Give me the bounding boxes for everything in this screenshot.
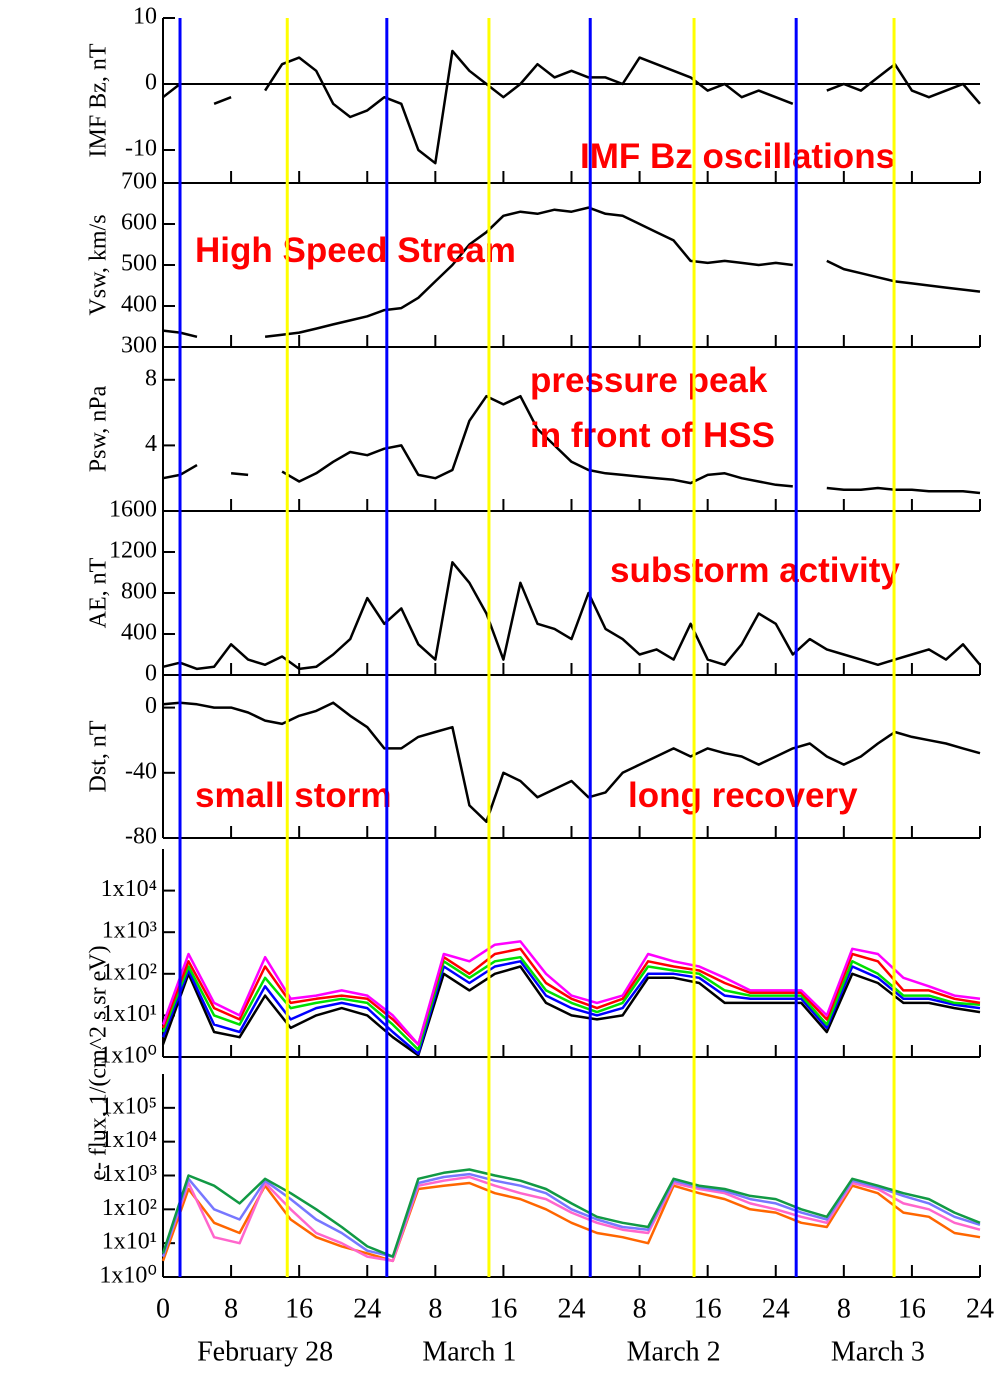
y-tick-label: 0 (145, 661, 157, 687)
y-tick-label: 1x10² (102, 1195, 157, 1221)
y-axis-label: Dst, nT (86, 720, 112, 792)
x-tick-label: 24 (353, 1293, 381, 1324)
x-tick-label: 8 (837, 1293, 851, 1324)
y-tick-label: -80 (125, 824, 157, 850)
y-tick-label: 0 (145, 693, 157, 719)
y-tick-label: 700 (121, 169, 157, 195)
y-axis-label: e- flux, 1/(cm^2 s sr eV) (86, 945, 112, 1180)
y-tick-label: 1x10² (102, 959, 157, 985)
annotation: substorm activity (610, 551, 900, 590)
y-tick-label: -10 (125, 136, 157, 162)
annotation: High Speed Stream (195, 231, 516, 270)
y-tick-label: 1x10⁰ (99, 1043, 157, 1069)
y-tick-label: -40 (125, 758, 157, 784)
y-tick-label: 1200 (109, 538, 157, 564)
annotation: long recovery (628, 776, 858, 815)
x-tick-label: 24 (558, 1293, 586, 1324)
x-tick-label: 16 (489, 1293, 517, 1324)
data-line (161, 960, 981, 1055)
data-line (161, 965, 981, 1057)
annotation: small storm (195, 776, 391, 815)
x-tick-label: 8 (633, 1293, 647, 1324)
data-line (162, 49, 981, 165)
y-tick-label: 1x10⁵ (101, 1093, 157, 1119)
y-tick-label: 600 (121, 210, 157, 236)
y-tick-label: 1x10⁰ (99, 1263, 157, 1289)
data-line (161, 955, 981, 1051)
y-tick-label: 400 (121, 292, 157, 318)
annotation: pressure peak (530, 361, 768, 400)
y-tick-label: 800 (121, 579, 157, 605)
y-tick-label: 400 (121, 620, 157, 646)
x-tick-label: 24 (762, 1293, 790, 1324)
data-line (162, 561, 981, 671)
y-axis-label: Psw, nPa (86, 385, 112, 472)
y-tick-label: 1x10¹ (102, 1229, 157, 1255)
x-tick-label: 16 (898, 1293, 926, 1324)
x-tick-label: 24 (966, 1293, 994, 1324)
data-line (161, 1175, 981, 1263)
y-tick-label: 300 (121, 333, 157, 359)
x-tick-label: 16 (285, 1293, 313, 1324)
day-label: February 28 (197, 1336, 333, 1367)
data-line (161, 1181, 981, 1263)
day-label: March 2 (627, 1336, 721, 1367)
y-tick-label: 1x10⁴ (101, 876, 157, 902)
x-tick-label: 0 (156, 1293, 170, 1324)
data-line (161, 1168, 981, 1258)
y-tick-label: 8 (145, 365, 157, 391)
y-tick-label: 4 (145, 431, 157, 457)
data-line (161, 947, 981, 1046)
data-line (161, 940, 981, 1046)
y-axis-label: IMF Bz, nT (86, 43, 112, 157)
y-tick-label: 500 (121, 251, 157, 277)
data-line (162, 206, 981, 339)
day-label: March 3 (831, 1336, 925, 1367)
y-tick-label: 10 (133, 4, 157, 30)
y-tick-label: 1600 (109, 497, 157, 523)
x-tick-label: 8 (428, 1293, 442, 1324)
y-tick-label: 0 (145, 70, 157, 96)
data-line (162, 701, 981, 823)
x-tick-label: 16 (694, 1293, 722, 1324)
y-axis-label: Vsw, km/s (86, 214, 112, 315)
day-label: March 1 (422, 1336, 516, 1367)
y-tick-label: 1x10⁴ (101, 1127, 157, 1153)
x-tick-label: 8 (224, 1293, 238, 1324)
annotation: in front of HSS (530, 416, 775, 455)
y-tick-label: 1x10³ (102, 918, 157, 944)
y-tick-label: 1x10³ (102, 1161, 157, 1187)
y-tick-label: 1x10¹ (102, 1001, 157, 1027)
y-axis-label: AE, nT (86, 557, 112, 628)
annotation: IMF Bz oscillations (580, 137, 895, 176)
